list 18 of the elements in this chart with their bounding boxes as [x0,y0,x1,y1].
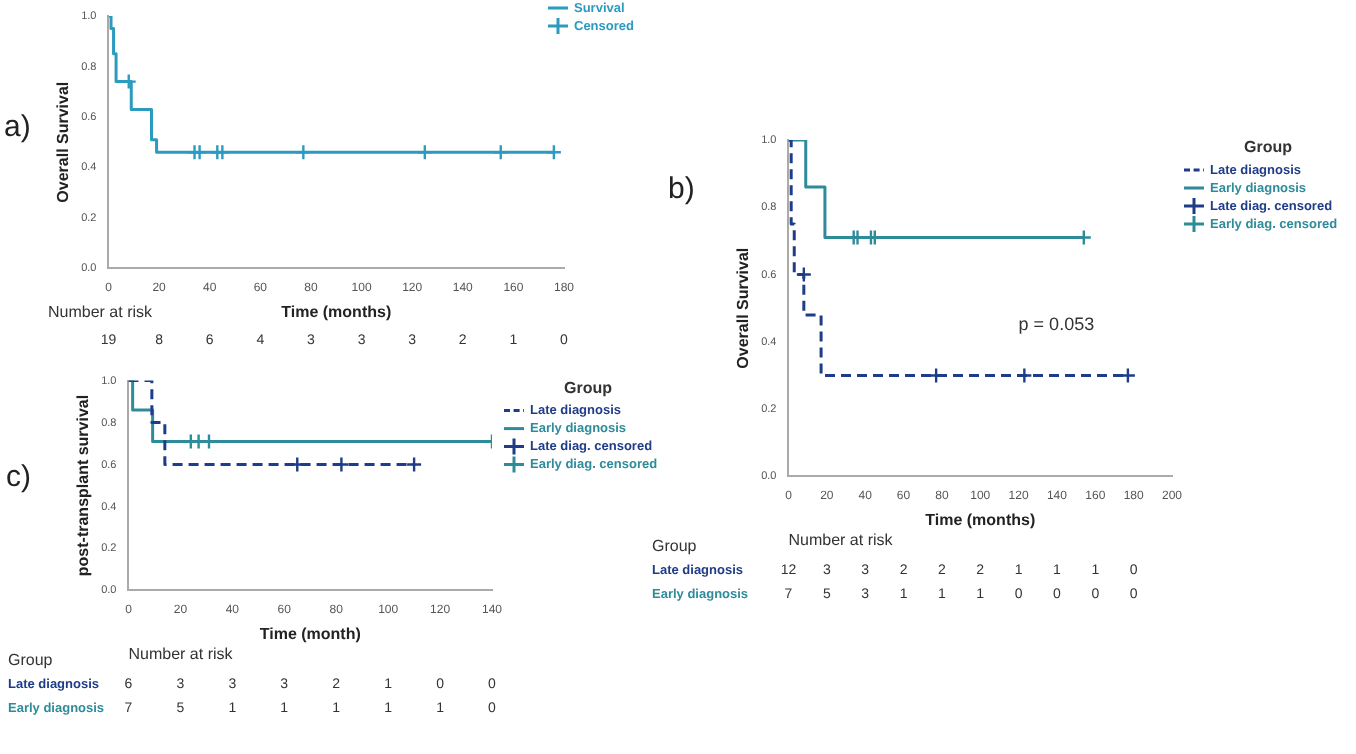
y-axis-title: Overall Survival [734,247,753,369]
legend-title: Group [564,379,613,398]
text: Number at risk [48,302,155,321]
x-axis-title: Time (month) [259,624,362,643]
text: Group [8,650,54,669]
text: c) [6,460,31,494]
text: a) [4,110,31,144]
y-axis-title: post-transplant survival [74,394,93,577]
point [795,266,813,283]
text: Group [652,536,698,555]
x-axis-title: Time (months) [281,302,392,321]
text: Number at risk [788,530,895,549]
y-axis-title: Overall Survival [54,81,73,203]
x-axis-title: Time (months) [925,510,1036,529]
annotation: p = 0.053 [1018,313,1095,334]
legend-title: Group [1244,138,1293,157]
text: Number at risk [128,644,235,663]
text: b) [668,172,695,206]
